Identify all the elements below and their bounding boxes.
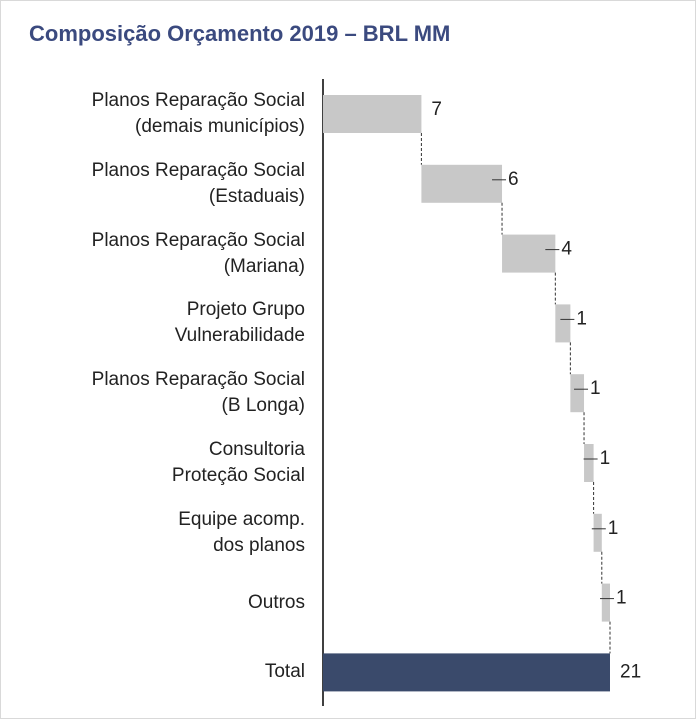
value-label: 21 — [620, 661, 641, 682]
bar — [323, 653, 610, 692]
value-label: 7 — [431, 99, 442, 120]
bar — [421, 164, 503, 203]
bar — [502, 234, 556, 273]
category-label: Total — [264, 661, 305, 683]
value-label: 1 — [608, 518, 619, 539]
bar — [584, 444, 594, 482]
bar — [593, 513, 602, 552]
value-label: 1 — [600, 448, 611, 469]
category-label: Outros — [247, 591, 305, 613]
chart-title: Composição Orçamento 2019 – BRL MM — [29, 21, 451, 46]
value-label: 1 — [576, 308, 587, 329]
value-label: 4 — [561, 239, 572, 260]
bar — [601, 583, 610, 622]
category-label: Planos Reparação Social (B Longa) — [91, 369, 305, 417]
value-label: 6 — [508, 169, 519, 190]
category-label: Planos Reparação Social (demais municípi… — [91, 90, 305, 137]
value-label: 1 — [616, 588, 627, 609]
category-label: Projeto Grupo Vulnerabilidade — [174, 299, 305, 347]
value-label: 1 — [590, 378, 601, 399]
bar — [323, 95, 422, 133]
category-label: Planos Reparação Social (Estaduais) — [91, 159, 305, 207]
category-label: Consultoria Proteção Social — [171, 439, 305, 486]
bar — [555, 304, 571, 343]
category-label: Equipe acomp. dos planos — [178, 508, 305, 556]
category-label: Planos Reparação Social (Mariana) — [91, 229, 305, 277]
bar — [570, 374, 585, 413]
